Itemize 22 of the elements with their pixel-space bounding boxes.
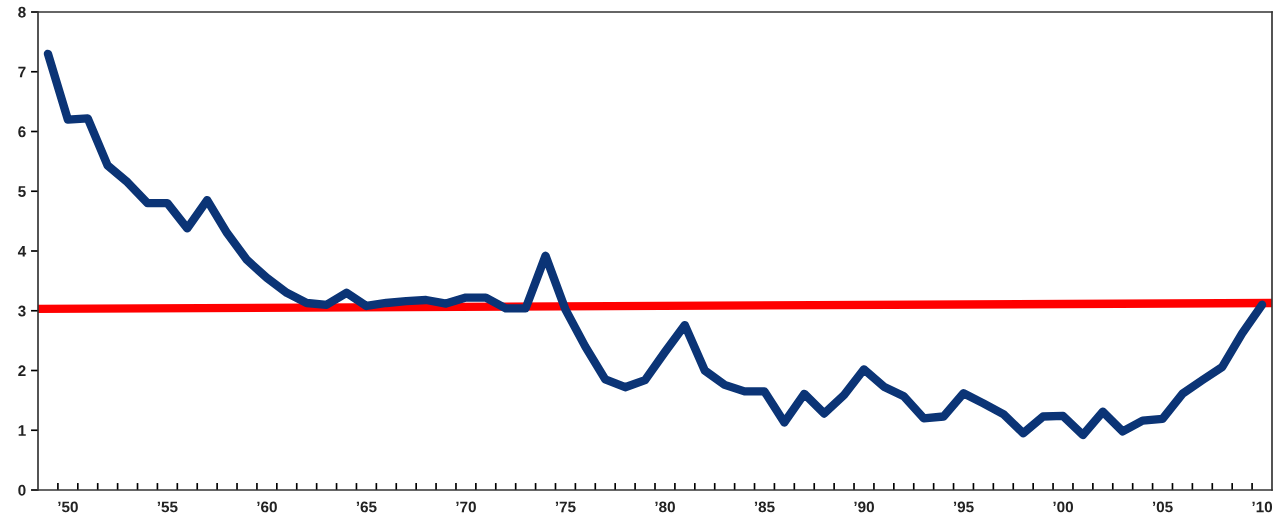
x-tick-label: ’55 [157,501,178,513]
y-tick-label: 1 [18,425,26,436]
x-tick-label: ’50 [58,501,78,513]
x-tick-label: ’60 [257,501,277,513]
y-tick-label: 8 [18,6,26,18]
y-tick-label: 0 [18,484,26,496]
x-tick-label: ’85 [754,501,775,513]
y-tick-label: 4 [17,246,27,257]
y-tick-label: 7 [18,66,26,78]
x-tick-label: ’10 [1252,501,1273,513]
x-tick-label: ’70 [456,501,476,513]
x-tick-label: ’75 [555,501,576,513]
x-tick-label: ’05 [1152,501,1173,513]
x-tick-label: ’00 [1053,501,1074,513]
x-tick-label: ’95 [953,501,974,513]
x-tick-label: ’90 [854,501,874,513]
y-tick-label: 6 [18,126,26,138]
y-tick-label: 3 [18,305,26,317]
y-tick-label: 5 [18,186,26,197]
y-tick-label: 2 [18,365,26,377]
x-tick-label: ’80 [655,501,675,513]
x-tick-label: ’65 [356,501,377,513]
